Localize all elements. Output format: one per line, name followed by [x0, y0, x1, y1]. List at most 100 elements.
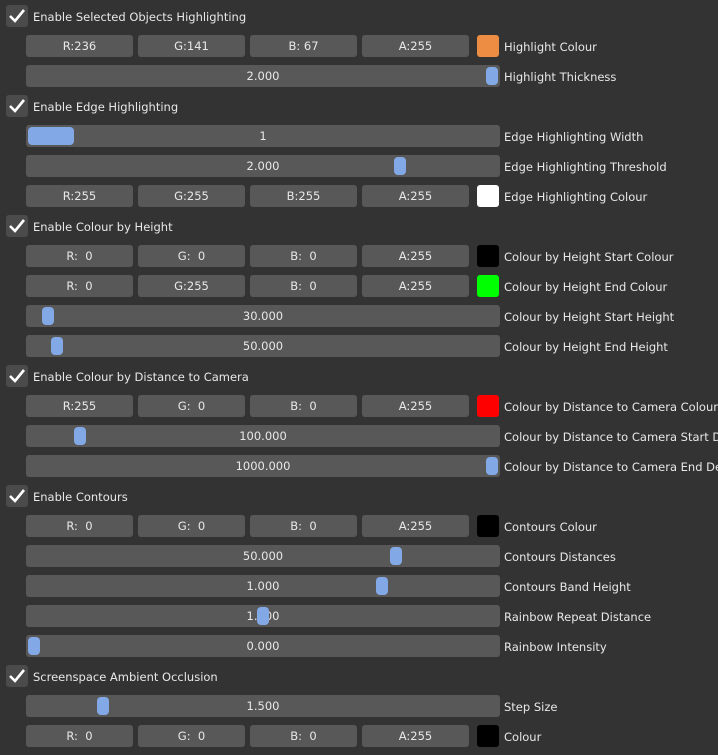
height-end-height-slider[interactable]: 50.000: [26, 335, 500, 357]
highlight-colour-row: R:236 G:141 B: 67 A:255 Highlight Colour: [0, 30, 718, 60]
contours-colour-r-field[interactable]: R: 0: [26, 515, 133, 537]
edge-width-slider[interactable]: 1: [26, 125, 500, 147]
contours-distances-slider[interactable]: 50.000: [26, 545, 500, 567]
contours-colour-a-field[interactable]: A:255: [362, 515, 469, 537]
height-start-colour-a-field[interactable]: A:255: [362, 245, 469, 267]
slider-thumb[interactable]: [41, 307, 54, 325]
contours-colour-label: Contours Colour: [504, 520, 597, 534]
checkmark-icon: [9, 669, 26, 683]
contours-colour-b-field[interactable]: B: 0: [250, 515, 357, 537]
height-end-colour-a-field[interactable]: A:255: [362, 275, 469, 297]
height-start-height-label: Colour by Height Start Height: [504, 310, 675, 324]
distance-colour-swatch[interactable]: [477, 395, 499, 417]
ssao-colour-g-field[interactable]: G: 0: [138, 725, 245, 747]
slider-thumb[interactable]: [394, 157, 407, 175]
slider-value: 1.000: [246, 579, 280, 593]
slider-thumb[interactable]: [28, 127, 74, 145]
ssao-colour-label: Colour: [504, 730, 542, 744]
contours-colour-g-field[interactable]: G: 0: [138, 515, 245, 537]
contours-colour-row: R: 0 G: 0 B: 0 A:255 Contours Colour: [0, 510, 718, 540]
slider-thumb[interactable]: [73, 427, 86, 445]
rainbow-intensity-slider[interactable]: 0.000: [26, 635, 500, 657]
slider-thumb[interactable]: [96, 697, 109, 715]
height-start-colour-swatch[interactable]: [477, 245, 499, 267]
enable-edge-checkbox[interactable]: [6, 95, 28, 117]
rainbow-repeat-label: Rainbow Repeat Distance: [504, 610, 652, 624]
distance-end-depth-label: Colour by Distance to Camera End Depth: [504, 460, 718, 474]
edge-colour-a-field[interactable]: A:255: [362, 185, 469, 207]
enable-contours-checkbox[interactable]: [6, 485, 28, 507]
enable-colour-by-distance-checkbox[interactable]: [6, 365, 28, 387]
checkmark-icon: [9, 9, 26, 23]
edge-colour-g-field[interactable]: G:255: [138, 185, 245, 207]
enable-highlight-checkbox[interactable]: [6, 5, 28, 27]
ssao-colour-swatch[interactable]: [477, 725, 499, 747]
height-start-height-slider[interactable]: 30.000: [26, 305, 500, 327]
checkmark-icon: [9, 99, 26, 113]
ssao-toggle-row: Screenspace Ambient Occlusion: [0, 660, 718, 690]
highlight-colour-g-field[interactable]: G:141: [138, 35, 245, 57]
highlight-colour-swatch[interactable]: [477, 35, 499, 57]
slider-thumb[interactable]: [486, 67, 498, 85]
enable-ssao-label: Screenspace Ambient Occlusion: [33, 670, 218, 684]
distance-colour-r-field[interactable]: R:255: [26, 395, 133, 417]
slider-thumb[interactable]: [389, 547, 402, 565]
enable-contours-label: Enable Contours: [33, 490, 128, 504]
distance-start-depth-row: 100.000 Colour by Distance to Camera Sta…: [0, 420, 718, 450]
height-end-colour-b-field[interactable]: B: 0: [250, 275, 357, 297]
rainbow-repeat-slider[interactable]: 1.000: [26, 605, 500, 627]
enable-colour-by-height-label: Enable Colour by Height: [33, 220, 173, 234]
ssao-colour-r-field[interactable]: R: 0: [26, 725, 133, 747]
ssao-colour-a-field[interactable]: A:255: [362, 725, 469, 747]
distance-colour-b-field[interactable]: B: 0: [250, 395, 357, 417]
distance-colour-g-field[interactable]: G: 0: [138, 395, 245, 417]
height-start-colour-row: R: 0 G: 0 B: 0 A:255 Colour by Height St…: [0, 240, 718, 270]
highlight-colour-label: Highlight Colour: [504, 40, 597, 54]
highlight-colour-r-field[interactable]: R:236: [26, 35, 133, 57]
enable-colour-by-distance-label: Enable Colour by Distance to Camera: [33, 370, 249, 384]
height-toggle-row: Enable Colour by Height: [0, 210, 718, 240]
slider-thumb[interactable]: [257, 607, 269, 625]
contours-band-height-slider[interactable]: 1.000: [26, 575, 500, 597]
highlight-thickness-label: Highlight Thickness: [504, 70, 617, 84]
height-end-colour-swatch[interactable]: [477, 275, 499, 297]
edge-colour-b-field[interactable]: B:255: [250, 185, 357, 207]
height-start-height-row: 30.000 Colour by Height Start Height: [0, 300, 718, 330]
height-start-colour-g-field[interactable]: G: 0: [138, 245, 245, 267]
height-end-height-row: 50.000 Colour by Height End Height: [0, 330, 718, 360]
height-start-colour-r-field[interactable]: R: 0: [26, 245, 133, 267]
height-end-colour-g-field[interactable]: G:255: [138, 275, 245, 297]
height-start-colour-b-field[interactable]: B: 0: [250, 245, 357, 267]
distance-start-depth-slider[interactable]: 100.000: [26, 425, 500, 447]
height-end-colour-r-field[interactable]: R: 0: [26, 275, 133, 297]
contours-colour-swatch[interactable]: [477, 515, 499, 537]
edge-colour-r-field[interactable]: R:255: [26, 185, 133, 207]
enable-ssao-checkbox[interactable]: [6, 665, 28, 687]
highlight-thickness-slider[interactable]: 2.000: [26, 65, 500, 87]
checkmark-icon: [9, 369, 26, 383]
slider-value: 1.500: [246, 699, 280, 713]
slider-thumb[interactable]: [50, 337, 63, 355]
distance-end-depth-slider[interactable]: 1000.000: [26, 455, 500, 477]
slider-thumb[interactable]: [376, 577, 389, 595]
enable-colour-by-height-checkbox[interactable]: [6, 215, 28, 237]
distance-start-depth-label: Colour by Distance to Camera Start Depth: [504, 430, 718, 444]
edge-threshold-slider[interactable]: 2.000: [26, 155, 500, 177]
height-start-colour-label: Colour by Height Start Colour: [504, 250, 674, 264]
rainbow-repeat-row: 1.000 Rainbow Repeat Distance: [0, 600, 718, 630]
slider-thumb[interactable]: [28, 637, 40, 655]
edge-colour-swatch[interactable]: [477, 185, 499, 207]
distance-colour-a-field[interactable]: A:255: [362, 395, 469, 417]
slider-value: 2.000: [246, 159, 280, 173]
enable-edge-label: Enable Edge Highlighting: [33, 100, 179, 114]
ssao-step-size-slider[interactable]: 1.500: [26, 695, 500, 717]
distance-colour-row: R:255 G: 0 B: 0 A:255 Colour by Distance…: [0, 390, 718, 420]
highlight-colour-a-field[interactable]: A:255: [362, 35, 469, 57]
ssao-colour-b-field[interactable]: B: 0: [250, 725, 357, 747]
distance-colour-label: Colour by Distance to Camera Colour: [504, 400, 718, 414]
ssao-step-size-row: 1.500 Step Size: [0, 690, 718, 720]
contours-band-height-row: 1.000 Contours Band Height: [0, 570, 718, 600]
slider-thumb[interactable]: [486, 457, 498, 475]
highlight-colour-b-field[interactable]: B: 67: [250, 35, 357, 57]
